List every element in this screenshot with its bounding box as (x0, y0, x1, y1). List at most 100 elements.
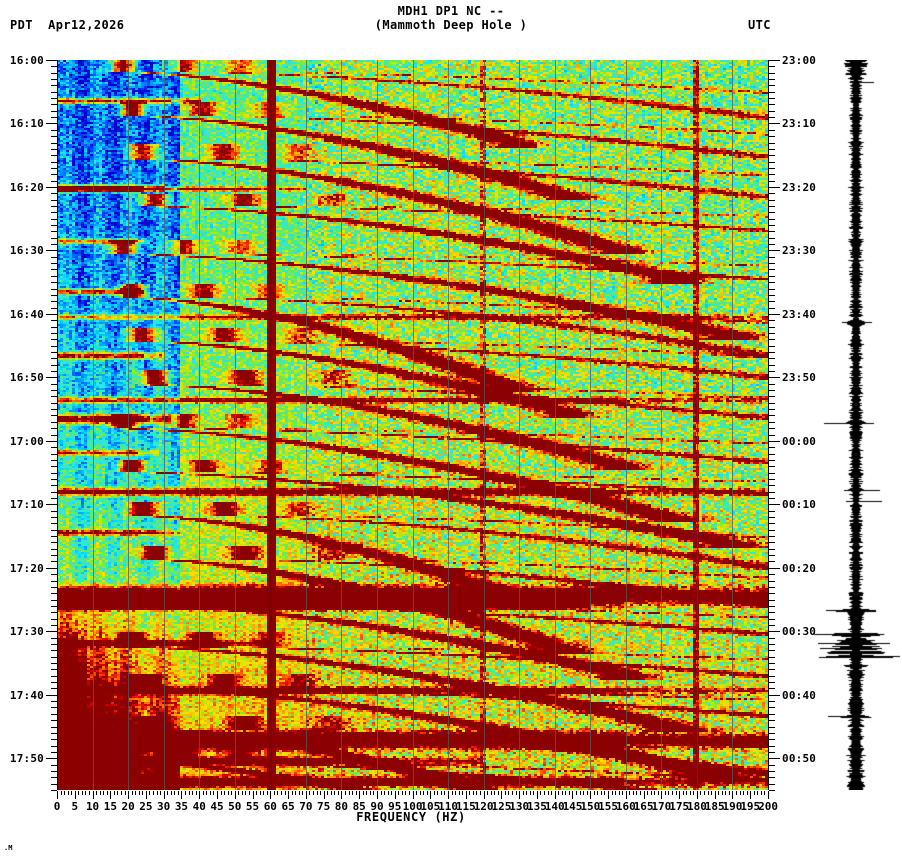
frequency-tick-label: 75 (317, 800, 331, 813)
y-tick-major-left (46, 441, 57, 442)
x-tick-minor (117, 791, 118, 795)
x-tick-major (146, 791, 147, 799)
x-tick-major (57, 791, 58, 799)
x-tick-major (555, 791, 556, 799)
y-tick-minor-right (769, 225, 775, 226)
x-tick-minor (704, 791, 705, 795)
x-tick-minor (587, 791, 588, 795)
y-tick-minor-right (769, 111, 775, 112)
y-tick-minor-right (769, 352, 775, 353)
x-tick-minor (700, 791, 701, 795)
y-tick-minor-left (51, 365, 57, 366)
x-tick-minor (160, 791, 161, 795)
x-tick-major (448, 791, 449, 799)
y-tick-minor-right (769, 517, 775, 518)
x-tick-minor (548, 791, 549, 795)
y-tick-minor-right (769, 409, 775, 410)
x-tick-major (181, 791, 182, 799)
y-tick-minor-left (51, 295, 57, 296)
y-tick-minor-right (769, 289, 775, 290)
x-tick-minor (206, 791, 207, 795)
x-tick-minor (551, 791, 552, 795)
frequency-tick-label: 100 (402, 800, 423, 813)
x-tick-minor (651, 791, 652, 795)
y-tick-minor-right (769, 561, 775, 562)
y-tick-minor-right (769, 66, 775, 67)
x-tick-minor (455, 791, 456, 795)
y-tick-minor-right (769, 784, 775, 785)
x-tick-minor (583, 791, 584, 795)
x-tick-minor (313, 791, 314, 795)
x-tick-minor (676, 791, 677, 795)
y-tick-minor-left (51, 784, 57, 785)
x-tick-major (253, 791, 254, 799)
x-tick-minor (629, 791, 630, 795)
y-tick-minor-left (51, 606, 57, 607)
x-tick-major (768, 791, 769, 799)
x-tick-minor (491, 791, 492, 795)
y-tick-minor-left (51, 650, 57, 651)
y-tick-minor-left (51, 428, 57, 429)
x-tick-minor (121, 791, 122, 795)
y-tick-major-left (46, 377, 57, 378)
y-tick-minor-right (769, 498, 775, 499)
x-tick-minor (295, 791, 296, 795)
y-tick-minor-left (51, 752, 57, 753)
y-tick-major-left (46, 250, 57, 251)
y-tick-major-left (46, 504, 57, 505)
frequency-tick-label: 50 (228, 800, 242, 813)
x-tick-minor (96, 791, 97, 795)
y-tick-minor-left (51, 79, 57, 80)
x-tick-minor (516, 791, 517, 795)
y-tick-major-right (769, 441, 780, 442)
y-tick-minor-left (51, 669, 57, 670)
y-tick-minor-left (51, 104, 57, 105)
frequency-tick-label: 0 (53, 800, 61, 813)
y-tick-minor-right (769, 174, 775, 175)
x-tick-major (519, 791, 520, 799)
y-tick-minor-left (51, 498, 57, 499)
station-code-title: MDH1 DP1 NC -- (397, 4, 505, 18)
x-tick-minor (604, 791, 605, 795)
seismogram-trace-canvas (810, 60, 902, 790)
y-tick-minor-left (51, 733, 57, 734)
x-tick-minor (267, 791, 268, 795)
y-tick-minor-left (51, 593, 57, 594)
y-tick-minor-left (51, 244, 57, 245)
x-tick-minor (462, 791, 463, 795)
y-tick-minor-left (51, 276, 57, 277)
y-tick-minor-left (51, 301, 57, 302)
x-tick-minor (636, 791, 637, 795)
x-tick-major (430, 791, 431, 799)
y-tick-minor-right (769, 98, 775, 99)
x-tick-minor (683, 791, 684, 795)
y-tick-minor-left (51, 612, 57, 613)
x-tick-minor (580, 791, 581, 795)
y-tick-minor-left (51, 473, 57, 474)
y-tick-minor-right (769, 206, 775, 207)
time-label-utc: 23:50 (782, 371, 817, 385)
spectrogram-plot (57, 60, 768, 790)
x-tick-major (679, 791, 680, 799)
time-label-pdt: 16:40 (9, 307, 44, 321)
x-tick-minor (416, 791, 417, 795)
x-tick-major (413, 791, 414, 799)
y-tick-minor-right (769, 371, 775, 372)
x-tick-minor (612, 791, 613, 795)
x-tick-minor (405, 791, 406, 795)
y-tick-minor-right (769, 511, 775, 512)
x-tick-minor (356, 791, 357, 795)
time-label-pdt: 16:30 (9, 244, 44, 258)
y-tick-minor-left (51, 682, 57, 683)
y-tick-minor-left (51, 130, 57, 131)
y-tick-minor-right (769, 282, 775, 283)
x-tick-minor (224, 791, 225, 795)
y-tick-minor-right (769, 155, 775, 156)
x-tick-major (217, 791, 218, 799)
y-tick-minor-right (769, 777, 775, 778)
x-tick-minor (203, 791, 204, 795)
y-tick-minor-left (51, 117, 57, 118)
y-tick-minor-left (51, 263, 57, 264)
y-tick-minor-right (769, 707, 775, 708)
time-label-pdt: 17:00 (9, 434, 44, 448)
